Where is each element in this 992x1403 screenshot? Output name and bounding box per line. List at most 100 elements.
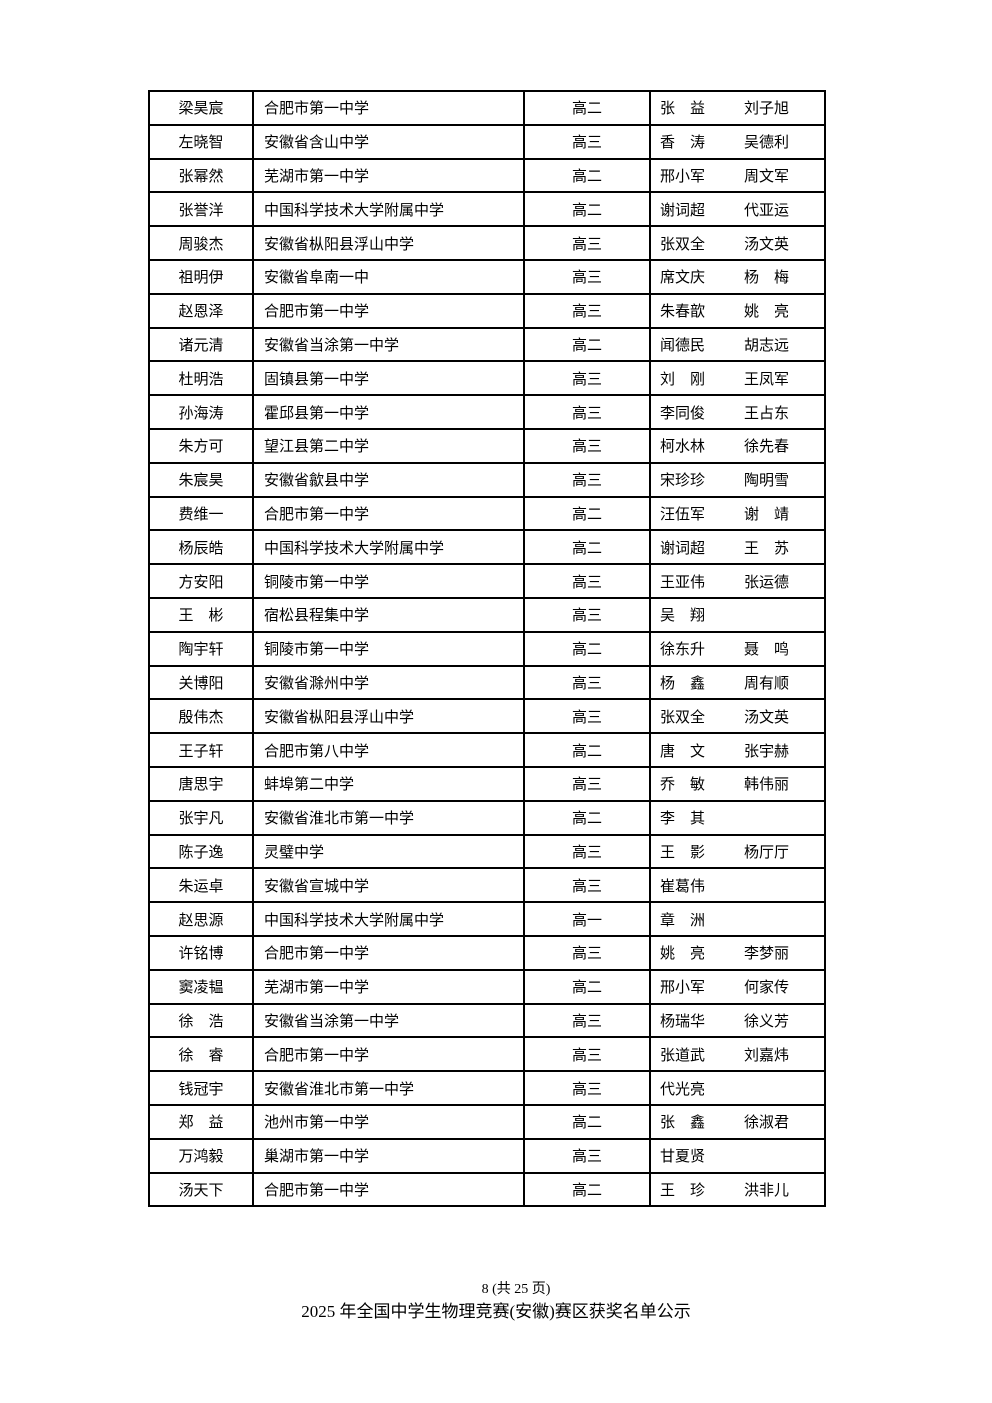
award-table-body: 梁昊宸 合肥市第一中学 高二张 益刘子旭 左晓智 安徽省含山中学 高三香 涛吴德利 张幂然芜… — [148, 90, 826, 1208]
coach-name: 姚 亮 — [744, 302, 790, 321]
table-row: 许铭博 合肥市第一中学 高三姚 亮 李梦丽 — [148, 934, 826, 971]
coach-name: 王 影 — [660, 842, 706, 861]
table-row: 朱方可 望江县第二中学 高三 柯水林 徐先春 — [148, 427, 826, 464]
grade: 高三 — [523, 833, 651, 870]
school-name: 安徽省宣城中学 — [252, 867, 525, 904]
coach-name: 汤文英 — [744, 707, 790, 726]
grade: 高二 — [523, 968, 651, 1005]
school-name: 灵璧中学 — [252, 833, 525, 870]
coach-name: 邢小军 — [660, 166, 706, 185]
grade: 高三 — [523, 1137, 651, 1174]
student-name: 徐 睿 — [148, 1036, 254, 1073]
school-name: 合肥市第一中学 — [252, 292, 525, 329]
coaches: 朱春歆 姚 亮 — [649, 292, 826, 329]
grade: 高二 — [523, 630, 651, 667]
school-name: 安徽省含山中学 — [252, 123, 525, 160]
coaches: 柯水林 徐先春 — [649, 427, 826, 464]
student-name: 窦凌韫 — [148, 968, 254, 1005]
coach-name: 张 益 — [660, 99, 706, 118]
school-name: 安徽省当涂第一中学 — [252, 326, 525, 363]
coaches: 章 洲 — [649, 901, 826, 937]
coach-name: 洪非儿 — [744, 1180, 790, 1199]
student-name: 张幂然 — [148, 157, 254, 194]
coach-name: 张道武 — [660, 1045, 706, 1064]
student-name: 徐 浩 — [148, 1002, 254, 1039]
student-name: 梁昊宸 — [148, 90, 254, 126]
coach-name: 谢 靖 — [744, 504, 790, 523]
coach-name: 汪伍军 — [660, 504, 706, 523]
coaches: 闻德民 胡志远 — [649, 326, 826, 363]
award-table: 梁昊宸 合肥市第一中学 高二张 益刘子旭 左晓智 安徽省含山中学 高三香 涛吴德利 张幂然芜… — [148, 90, 826, 1208]
table-row: 钱冠宇 安徽省淮北市第一中学 高三 代光亮 — [148, 1070, 826, 1106]
grade: 高二 — [523, 495, 651, 532]
coach-name: 杨 梅 — [744, 268, 790, 287]
student-name: 郑 益 — [148, 1103, 254, 1140]
grade: 高三 — [523, 664, 651, 701]
student-name: 杜明浩 — [148, 360, 254, 397]
coach-name: 姚 亮 — [660, 944, 706, 963]
grade: 高三 — [523, 461, 651, 498]
coach-name: 汤文英 — [744, 234, 790, 253]
table-row: 窦凌韫 芜湖市第一中学 高二 邢小军 何家传 — [148, 968, 826, 1005]
table-row: 费维一 合肥市第一中学 高二 汪伍军 谢 靖 — [148, 495, 826, 532]
grade: 高三 — [523, 934, 651, 971]
coach-name: 章 洲 — [660, 910, 706, 929]
grade: 高三 — [523, 258, 651, 295]
school-name: 固镇县第一中学 — [252, 360, 525, 397]
coach-name: 吴 翔 — [660, 606, 706, 625]
school-name: 安徽省淮北市第一中学 — [252, 799, 525, 836]
school-name: 安徽省滁州中学 — [252, 664, 525, 701]
coach-name: 张双全 — [660, 234, 706, 253]
student-name: 汤天下 — [148, 1171, 254, 1208]
student-name: 关博阳 — [148, 664, 254, 701]
student-name: 张宇凡 — [148, 799, 254, 836]
student-name: 陈子逸 — [148, 833, 254, 870]
coaches: 汪伍军 谢 靖 — [649, 495, 826, 532]
student-name: 诸元清 — [148, 326, 254, 363]
school-name: 铜陵市第一中学 — [252, 563, 525, 599]
table-row: 关博阳 安徽省滁州中学 高三杨 鑫 周有顺 — [148, 664, 826, 701]
coach-name: 代亚运 — [744, 200, 790, 219]
school-name: 望江县第二中学 — [252, 427, 525, 464]
grade: 高二 — [523, 326, 651, 363]
coaches: 杨瑞华 徐义芳 — [649, 1002, 826, 1039]
student-name: 祖明伊 — [148, 258, 254, 295]
coach-name: 徐东升 — [660, 640, 706, 659]
coaches: 乔 敏 韩伟丽 — [649, 765, 826, 802]
school-name: 芜湖市第一中学 — [252, 157, 525, 194]
school-name: 安徽省枞阳县浮山中学 — [252, 225, 525, 261]
table-row: 汤天下 合肥市第一中学 高二王 珍 洪非儿 — [148, 1171, 826, 1208]
coaches: 唐 文 张宇赫 — [649, 732, 826, 768]
student-name: 殷伟杰 — [148, 698, 254, 735]
table-row: 张宇凡 安徽省淮北市第一中学 高二李 其 — [148, 799, 826, 836]
table-row: 王 彬宿松县程集中学 高三吴 翔 — [148, 596, 826, 633]
grade: 高一 — [523, 901, 651, 937]
coach-name: 谢词超 — [660, 200, 706, 219]
coaches: 姚 亮 李梦丽 — [649, 934, 826, 971]
grade: 高二 — [523, 90, 651, 126]
student-name: 赵思源 — [148, 901, 254, 937]
school-name: 安徽省枞阳县浮山中学 — [252, 698, 525, 735]
coach-name: 王占东 — [744, 403, 790, 422]
grade: 高三 — [523, 394, 651, 430]
coach-name: 杨 鑫 — [660, 673, 706, 692]
coaches: 王亚伟 张运德 — [649, 563, 826, 599]
coach-name: 刘 刚 — [660, 369, 706, 388]
school-name: 中国科学技术大学附属中学 — [252, 529, 525, 566]
table-row: 杜明浩 固镇县第一中学 高三刘 刚 王凤军 — [148, 360, 826, 397]
coaches: 刘 刚 王凤军 — [649, 360, 826, 397]
school-name: 巢湖市第一中学 — [252, 1137, 525, 1174]
grade: 高三 — [523, 563, 651, 599]
coach-name: 李梦丽 — [744, 944, 790, 963]
grade: 高二 — [523, 529, 651, 566]
student-name: 钱冠宇 — [148, 1070, 254, 1106]
table-row: 杨辰皓 中国科学技术大学附属中学 高二 谢词超 王 苏 — [148, 529, 826, 566]
grade: 高二 — [523, 1103, 651, 1140]
coaches: 张道武 刘嘉炜 — [649, 1036, 826, 1073]
school-name: 安徽省阜南一中 — [252, 258, 525, 295]
student-name: 王 彬 — [148, 596, 254, 633]
coaches: 代光亮 — [649, 1070, 826, 1106]
grade: 高二 — [523, 732, 651, 768]
coach-name: 王亚伟 — [660, 572, 706, 591]
student-name: 唐思宇 — [148, 765, 254, 802]
